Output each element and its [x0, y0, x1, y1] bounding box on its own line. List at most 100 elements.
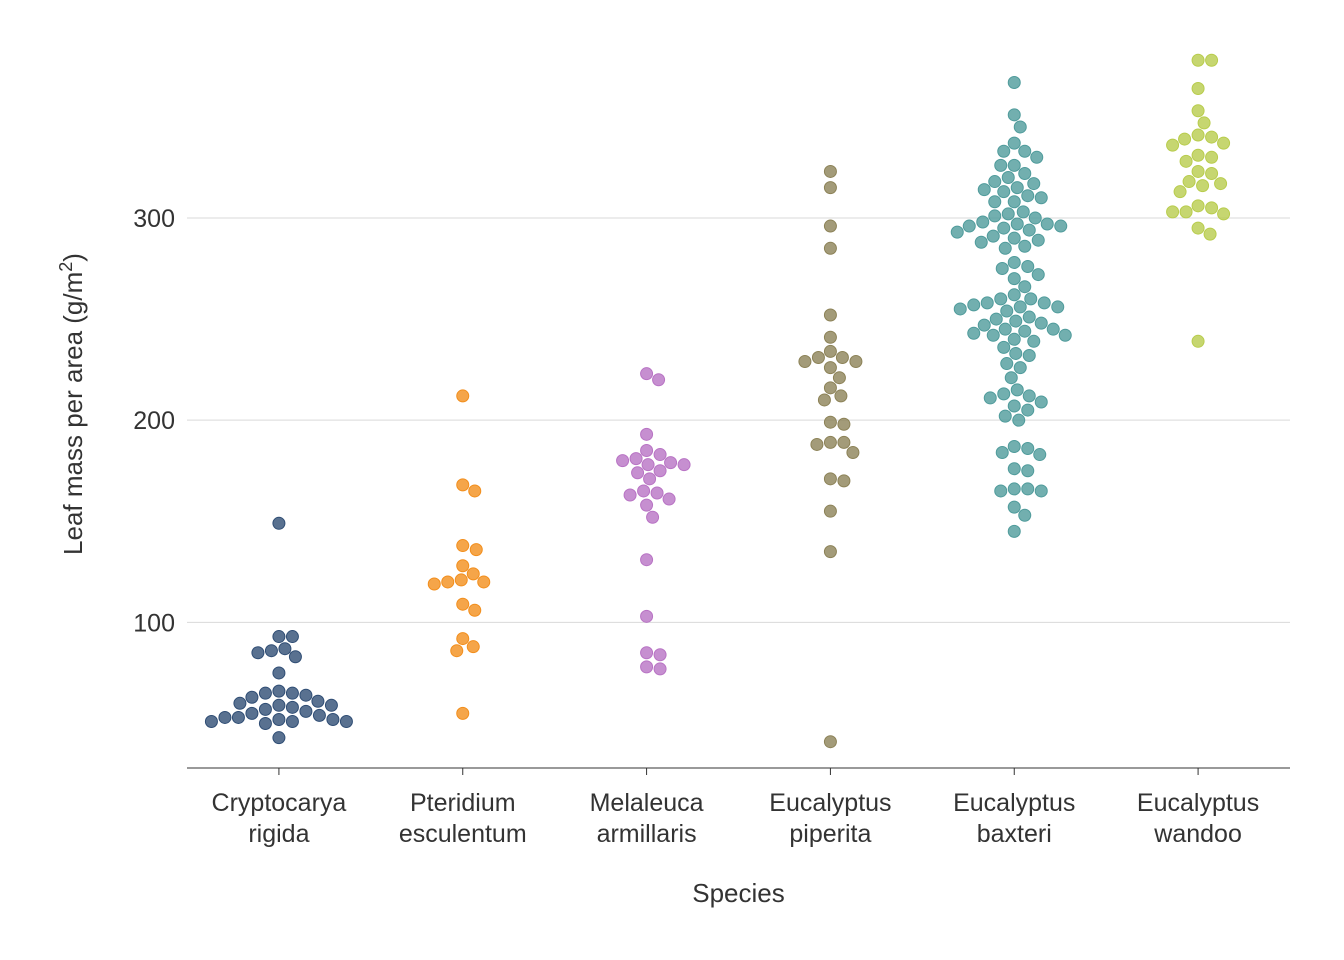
data-point — [980, 296, 994, 310]
data-point — [1205, 201, 1219, 215]
data-point — [1007, 500, 1021, 514]
data-point — [967, 326, 981, 340]
data-point — [204, 714, 218, 728]
data-point — [468, 484, 482, 498]
data-point — [646, 510, 660, 524]
data-point — [450, 644, 464, 658]
data-point — [299, 704, 313, 718]
data-point — [1034, 395, 1048, 409]
data-point — [245, 690, 259, 704]
gridlines — [187, 217, 1290, 623]
data-point — [995, 262, 1009, 276]
data-point — [1197, 116, 1211, 130]
data-point — [1031, 268, 1045, 282]
data-point — [1001, 171, 1015, 185]
data-point — [1013, 300, 1027, 314]
data-point — [1191, 334, 1205, 348]
data-point — [994, 484, 1008, 498]
data-point — [1010, 383, 1024, 397]
data-point — [997, 387, 1011, 401]
data-point — [823, 735, 837, 749]
data-point — [988, 209, 1002, 223]
data-point — [1018, 239, 1032, 253]
data-point — [823, 330, 837, 344]
data-point — [324, 698, 338, 712]
data-point — [1191, 164, 1205, 178]
data-point — [640, 660, 654, 674]
data-point — [1054, 219, 1068, 233]
data-point — [849, 355, 863, 369]
data-point — [272, 666, 286, 680]
data-point — [1205, 166, 1219, 180]
data-point — [278, 642, 292, 656]
data-point — [456, 389, 470, 403]
data-point — [1028, 211, 1042, 225]
data-point — [1021, 482, 1035, 496]
data-point — [1000, 357, 1014, 371]
x-tick-label-line1: Eucalyptus — [953, 789, 1075, 817]
x-tick-label-line2: piperita — [789, 820, 871, 848]
data-point — [1037, 296, 1051, 310]
data-point — [1021, 403, 1035, 417]
x-tick-label-line1: Pteridium — [410, 789, 516, 817]
data-point — [1217, 136, 1231, 150]
data-point — [1010, 217, 1024, 231]
data-point — [1021, 259, 1035, 273]
data-point — [629, 452, 643, 466]
data-point — [1007, 288, 1021, 302]
data-point — [466, 567, 480, 581]
data-point — [1007, 462, 1021, 476]
data-point — [977, 183, 991, 197]
data-point — [258, 717, 272, 731]
data-point — [1191, 148, 1205, 162]
data-point — [1007, 482, 1021, 496]
data-point — [1058, 328, 1072, 342]
data-point — [272, 731, 286, 745]
x-tick-label-line2: baxteri — [977, 820, 1052, 848]
data-point — [456, 706, 470, 720]
data-point — [677, 458, 691, 472]
data-point — [456, 478, 470, 492]
data-point — [653, 448, 667, 462]
data-point — [1205, 150, 1219, 164]
data-point — [251, 646, 265, 660]
data-point — [653, 662, 667, 676]
x-tick-label-line1: Cryptocarya — [212, 789, 347, 817]
data-point — [1007, 524, 1021, 538]
data-point — [616, 454, 630, 468]
y-tick-label: 100 — [133, 609, 175, 637]
data-point — [1024, 292, 1038, 306]
data-point — [1205, 130, 1219, 144]
y-axis-title-main: Leaf mass per area (g/m — [58, 272, 88, 555]
data-point — [1217, 207, 1231, 221]
x-axis-title: Species — [692, 878, 785, 908]
data-point — [1046, 322, 1060, 336]
data-point — [272, 630, 286, 644]
data-point — [1191, 199, 1205, 213]
data-point — [1013, 120, 1027, 134]
data-point — [977, 318, 991, 332]
data-point — [1179, 154, 1193, 168]
x-axis-ticks: Cryptocarya rigida Pteridium esculentum Mela… — [212, 768, 1259, 848]
data-point — [837, 474, 851, 488]
data-point — [967, 298, 981, 312]
data-point — [1000, 304, 1014, 318]
data-point — [640, 498, 654, 512]
data-point — [953, 302, 967, 316]
data-point — [456, 632, 470, 646]
data-point — [1007, 136, 1021, 150]
data-point — [837, 417, 851, 431]
data-point — [823, 415, 837, 429]
data-point — [988, 195, 1002, 209]
y-axis-title-superscript: 2 — [56, 262, 76, 272]
data-point — [272, 698, 286, 712]
data-point — [631, 466, 645, 480]
data-point — [998, 322, 1012, 336]
data-point — [640, 427, 654, 441]
data-point — [1205, 53, 1219, 67]
data-point — [1004, 371, 1018, 385]
data-point — [1051, 300, 1065, 314]
data-point — [637, 484, 651, 498]
data-point — [662, 492, 676, 506]
data-point — [466, 640, 480, 654]
